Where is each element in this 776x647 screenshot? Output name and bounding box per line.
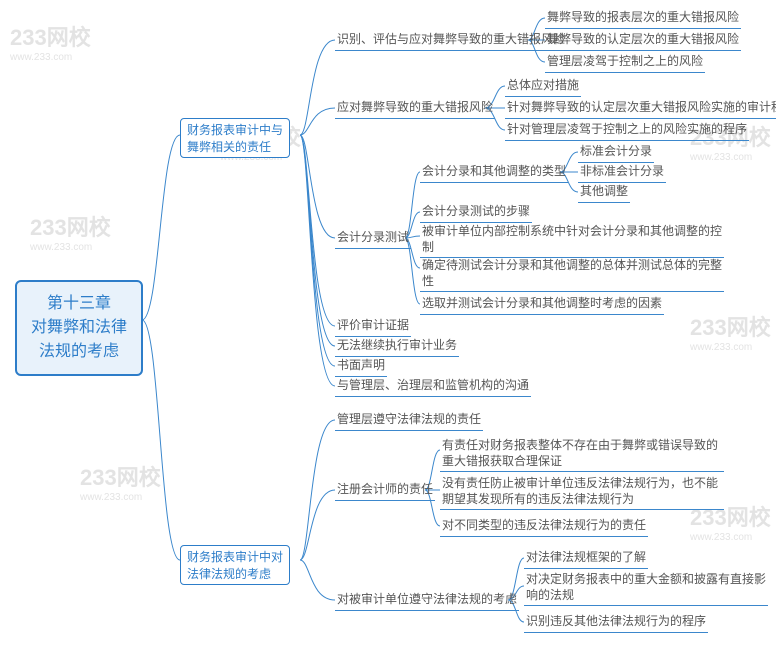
b1-n3-c3: 被审计单位内部控制系统中针对会计分录和其他调整的控制 [420,224,724,258]
b1-n2: 应对舞弊导致的重大错报风险 [335,100,495,119]
b1-n3-g1-c2: 非标准会计分录 [578,164,666,183]
b2-n3-c1: 对法律法规框架的了解 [524,550,648,569]
b2-n2-c3: 对不同类型的违反法律法规行为的责任 [440,518,648,537]
b1-n4: 评价审计证据 [335,318,411,337]
branch-2: 财务报表审计中对 法律法规的考虑 [180,545,290,585]
b1-n6: 书面声明 [335,358,387,377]
b1-n1-c1: 舞弊导致的报表层次的重大错报风险 [545,10,741,29]
b2-n3: 对被审计单位遵守法律法规的考虑 [335,592,519,611]
b1-n3-g1: 会计分录和其他调整的类型 [420,164,568,183]
watermark: 233网校www.233.com [80,460,161,503]
b2-n3-c2: 对决定财务报表中的重大金额和披露有直接影响的法规 [524,572,768,606]
b1-n3-g1-c3: 其他调整 [578,184,630,203]
b1-n3-c5: 选取并测试会计分录和其他调整时考虑的因素 [420,296,664,315]
b1-n2-c3: 针对管理层凌驾于控制之上的风险实施的程序 [505,122,749,141]
b2-n2-c1: 有责任对财务报表整体不存在由于舞弊或错误导致的重大错报获取合理保证 [440,438,724,472]
b1-n3: 会计分录测试 [335,230,411,249]
b1-n7: 与管理层、治理层和监管机构的沟通 [335,378,531,397]
b2-n3-c3: 识别违反其他法律法规行为的程序 [524,614,708,633]
root-node: 第十三章 对舞弊和法律 法规的考虑 [15,280,143,376]
b1-n1-c3: 管理层凌驾于控制之上的风险 [545,54,705,73]
b1-n3-g1-c1: 标准会计分录 [578,144,654,163]
b1-n1: 识别、评估与应对舞弊导致的重大错报风险 [335,32,567,51]
b2-n2: 注册会计师的责任 [335,482,435,501]
b2-n1: 管理层遵守法律法规的责任 [335,412,483,431]
branch-1: 财务报表审计中与 舞弊相关的责任 [180,118,290,158]
b1-n1-c2: 舞弊导致的认定层次的重大错报风险 [545,32,741,51]
watermark: 233网校www.233.com [30,210,111,253]
b1-n2-c1: 总体应对措施 [505,78,581,97]
watermark: 233网校www.233.com [690,310,771,353]
b1-n5: 无法继续执行审计业务 [335,338,459,357]
b2-n2-c2: 没有责任防止被审计单位违反法律法规行为，也不能期望其发现所有的违反法律法规行为 [440,476,724,510]
b1-n3-c4: 确定待测试会计分录和其他调整的总体并测试总体的完整性 [420,258,724,292]
b1-n2-c2: 针对舞弊导致的认定层次重大错报风险实施的审计程序 [505,100,776,119]
watermark: 233网校www.233.com [10,20,91,63]
b1-n3-c2: 会计分录测试的步骤 [420,204,532,223]
